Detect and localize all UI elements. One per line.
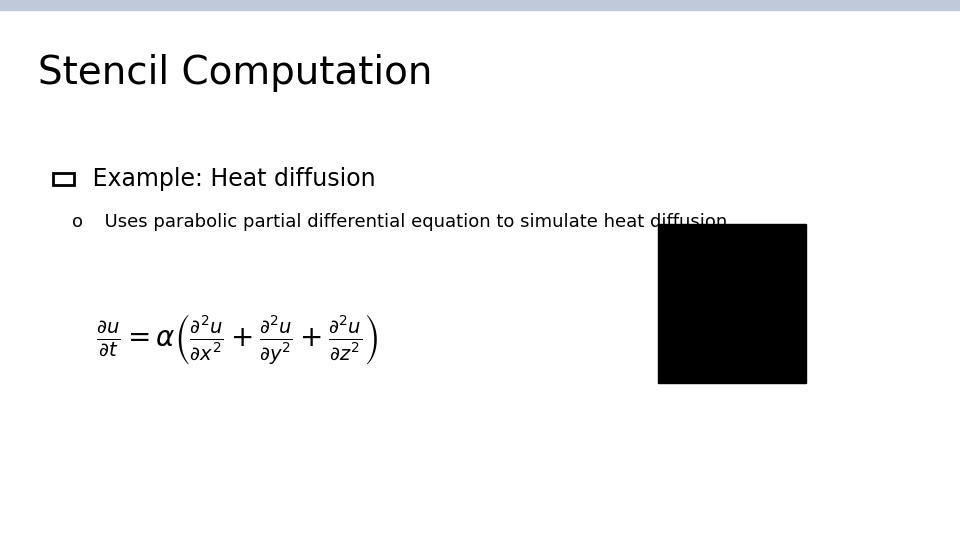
Text: Uses parabolic partial differential equation to simulate heat diffusion: Uses parabolic partial differential equa… bbox=[93, 213, 728, 231]
FancyBboxPatch shape bbox=[53, 173, 74, 185]
Bar bbox=[658, 224, 806, 383]
Text: o: o bbox=[72, 213, 83, 231]
Bar bbox=[0, 0, 960, 10]
Text: Example: Heat diffusion: Example: Heat diffusion bbox=[85, 167, 376, 191]
Text: Stencil Computation: Stencil Computation bbox=[38, 54, 433, 92]
Text: $\frac{\partial u}{\partial t} = \alpha \left( \frac{\partial^2 u}{\partial x^2}: $\frac{\partial u}{\partial t} = \alpha … bbox=[96, 313, 378, 368]
